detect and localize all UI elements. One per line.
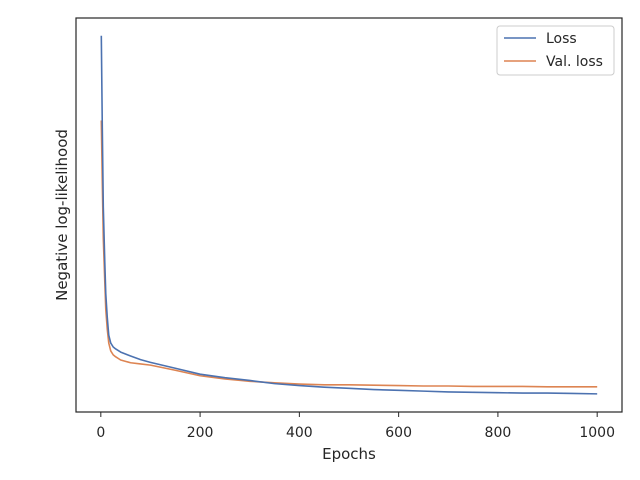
x-tick-label: 600 (385, 425, 412, 441)
series-line-val-loss (100, 120, 598, 388)
x-tick-label: 800 (485, 425, 512, 441)
plot-background (76, 18, 622, 412)
x-axis-ticks: 0 200 400 600 800 1000 (96, 412, 615, 441)
x-axis-label: Epochs (322, 445, 376, 463)
x-tick-label: 0 (96, 425, 105, 441)
series-layer (100, 35, 598, 395)
plot-frame (75, 17, 623, 413)
x-tick-label: 1000 (579, 425, 615, 441)
x-tick-label: 200 (187, 425, 214, 441)
y-axis-label: Negative log-likelihood (53, 129, 71, 301)
legend-label-loss: Loss (546, 31, 577, 47)
legend: Loss Val. loss (496, 25, 615, 76)
series-line-loss (100, 35, 598, 395)
x-tick-label: 400 (286, 425, 313, 441)
legend-label-val-loss: Val. loss (546, 54, 603, 70)
